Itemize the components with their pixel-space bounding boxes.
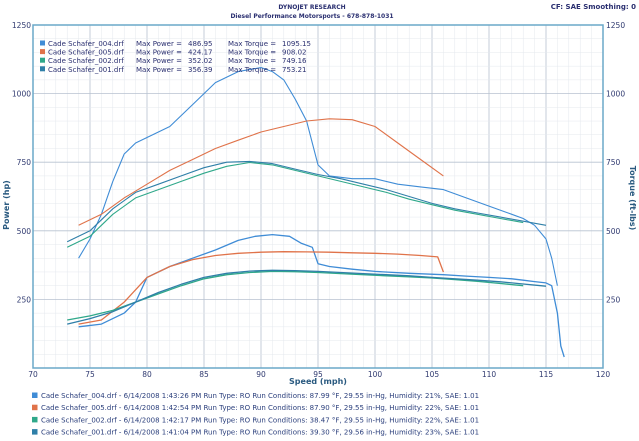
- x-tick-label: 90: [256, 370, 266, 379]
- legend-max-power-label: Max Power =: [136, 57, 182, 65]
- run-swatch: [32, 429, 38, 435]
- legend-max-power-label: Max Power =: [136, 49, 182, 57]
- series-lines: [66, 66, 565, 358]
- legend-max-torque-label: Max Torque =: [228, 49, 276, 57]
- series-line-power-3: [78, 251, 445, 325]
- y-left-tick-labels: 250 500 750 1000 1250: [12, 21, 31, 304]
- run-info-row: Cade Schafer_005.drf - 6/14/2008 1:42:54…: [41, 404, 479, 412]
- plot-frame: [32, 24, 604, 369]
- run-swatch: [32, 416, 38, 423]
- y-right-tick-label: 1000: [606, 90, 625, 99]
- run-info-list: Cade Schafer_004.drf - 6/14/2008 1:43:26…: [32, 392, 479, 437]
- x-tick-label: 75: [85, 370, 95, 379]
- chart-config: CF: SAE Smoothing: 0: [551, 3, 636, 11]
- run-swatch: [32, 392, 38, 398]
- series-line-torque-4: [78, 118, 444, 226]
- y-right-tick-labels: 250 500 750 1000 1250: [606, 21, 625, 304]
- legend-max-power-value: 424.17: [188, 49, 213, 57]
- legend-max-torque-value: 749.16: [282, 57, 307, 65]
- x-tick-label: 120: [596, 370, 611, 379]
- series-line-torque-6: [66, 161, 524, 248]
- chart-title: DYNOJET RESEARCH: [278, 4, 345, 11]
- legend-swatch: [40, 49, 45, 55]
- legend-max-torque-label: Max Torque =: [228, 57, 276, 65]
- y-right-tick-label: 1250: [606, 21, 625, 30]
- legend-max-power-label: Max Power =: [136, 66, 182, 74]
- x-axis-label: Speed (mph): [289, 377, 347, 386]
- y-left-tick-label: 1250: [12, 21, 31, 30]
- legend-max-power-label: Max Power =: [136, 40, 182, 48]
- x-tick-label: 105: [425, 370, 440, 379]
- y-left-tick-label: 500: [17, 227, 32, 236]
- x-tick-label: 95: [313, 370, 323, 379]
- y-right-tick-label: 250: [606, 295, 621, 304]
- legend-swatch: [40, 57, 45, 63]
- legend-name: Cade Schafer_004.drf: [48, 40, 124, 48]
- legend-swatch: [40, 40, 45, 46]
- grid-lines: [32, 24, 604, 369]
- legend-name: Cade Schafer_001.drf: [48, 66, 124, 74]
- y-right-tick-label: 750: [606, 158, 621, 167]
- y-right-axis-label: Torque (ft-lbs): [628, 166, 637, 231]
- legend-swatch: [40, 66, 45, 72]
- legend: Cade Schafer_004.drf Max Power = 486.95 Max…: [40, 40, 311, 74]
- series-line-torque-8: [66, 160, 547, 243]
- legend-name: Cade Schafer_005.drf: [48, 49, 124, 57]
- legend-max-power-value: 486.95: [188, 40, 213, 48]
- legend-max-power-value: 356.39: [188, 66, 213, 74]
- chart-subtitle: Diesel Performance Motorsports - 678-878…: [230, 13, 393, 20]
- x-tick-label: 80: [142, 370, 152, 379]
- run-info-row: Cade Schafer_004.drf - 6/14/2008 1:43:26…: [41, 392, 479, 400]
- legend-max-torque-value: 753.21: [282, 66, 307, 74]
- x-tick-label: 70: [28, 370, 38, 379]
- x-tick-label: 110: [482, 370, 497, 379]
- y-left-tick-label: 1000: [12, 90, 31, 99]
- x-tick-label: 85: [199, 370, 209, 379]
- y-left-axis-label: Power (hp): [2, 180, 11, 230]
- legend-max-power-value: 352.02: [188, 57, 213, 65]
- legend-name: Cade Schafer_002.drf: [48, 57, 124, 65]
- x-tick-labels: 70 75 80 85 90 95 100 105 110 115 120: [28, 370, 610, 379]
- x-tick-label: 115: [539, 370, 554, 379]
- y-left-tick-label: 250: [17, 295, 32, 304]
- run-info-row: Cade Schafer_001.drf - 6/14/2008 1:41:04…: [41, 429, 479, 437]
- legend-max-torque-value: 1095.15: [282, 40, 311, 48]
- y-right-tick-label: 500: [606, 227, 621, 236]
- run-swatch: [32, 404, 38, 411]
- x-tick-label: 100: [368, 370, 383, 379]
- y-left-tick-label: 750: [17, 158, 32, 167]
- series-line-power-7: [67, 269, 547, 325]
- run-info-row: Cade Schafer_002.drf - 6/14/2008 1:42:17…: [41, 416, 479, 424]
- legend-max-torque-label: Max Torque =: [228, 66, 276, 74]
- legend-max-torque-label: Max Torque =: [228, 40, 276, 48]
- legend-max-torque-value: 908.02: [282, 49, 307, 57]
